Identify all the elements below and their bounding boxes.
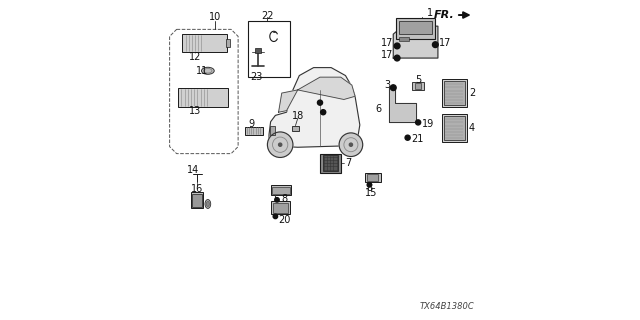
Polygon shape (390, 87, 415, 122)
Text: 12: 12 (189, 52, 202, 62)
Circle shape (394, 43, 400, 49)
Ellipse shape (205, 199, 211, 208)
Circle shape (339, 133, 363, 156)
Text: 18: 18 (292, 111, 304, 121)
Text: 17: 17 (381, 50, 394, 60)
Text: 20: 20 (278, 215, 291, 225)
Polygon shape (298, 77, 355, 100)
Bar (245, 126, 262, 134)
Text: FR.: FR. (434, 10, 454, 20)
Bar (442, 79, 467, 108)
Circle shape (321, 110, 326, 115)
Bar (367, 174, 378, 181)
Bar (191, 193, 204, 208)
Text: 19: 19 (422, 119, 434, 129)
Bar (399, 21, 432, 34)
Polygon shape (269, 68, 360, 147)
Text: 21: 21 (412, 134, 424, 144)
Bar (226, 39, 230, 47)
Bar (271, 201, 290, 214)
Text: 4: 4 (468, 123, 475, 133)
Bar (273, 203, 287, 213)
Bar (178, 88, 228, 108)
Bar (255, 49, 261, 53)
Text: 7: 7 (345, 158, 351, 168)
Bar (192, 194, 202, 206)
Text: 1: 1 (427, 8, 433, 19)
Text: 15: 15 (364, 188, 377, 198)
Circle shape (278, 143, 282, 146)
Text: 17: 17 (381, 38, 394, 48)
Text: 16: 16 (191, 184, 203, 194)
Circle shape (349, 143, 353, 146)
Text: 11: 11 (196, 66, 208, 76)
Circle shape (367, 183, 372, 187)
Text: 3: 3 (384, 80, 390, 90)
Bar (272, 187, 290, 194)
Bar (292, 125, 299, 131)
Text: 9: 9 (249, 119, 255, 129)
Text: 13: 13 (189, 106, 202, 116)
Bar (182, 34, 227, 52)
Bar (399, 37, 408, 41)
Text: 6: 6 (376, 104, 381, 114)
Bar (415, 83, 421, 89)
Bar (442, 114, 467, 142)
Text: 5: 5 (415, 75, 421, 85)
Text: 8: 8 (281, 194, 287, 204)
Text: 2: 2 (468, 88, 475, 98)
Bar (412, 82, 424, 90)
Circle shape (394, 55, 400, 61)
Text: 10: 10 (209, 12, 221, 22)
Text: 22: 22 (261, 11, 274, 21)
Bar (269, 125, 275, 135)
Bar (396, 18, 435, 39)
Bar (444, 116, 465, 140)
Bar (320, 154, 340, 173)
Circle shape (275, 197, 279, 202)
Polygon shape (278, 90, 298, 112)
Circle shape (405, 135, 410, 140)
Bar (323, 155, 339, 171)
Text: 8: 8 (367, 183, 372, 193)
Circle shape (433, 42, 438, 48)
Bar (444, 81, 465, 105)
Bar (271, 186, 291, 195)
Polygon shape (394, 26, 438, 58)
Ellipse shape (202, 67, 214, 74)
Text: 14: 14 (187, 165, 200, 175)
Bar (248, 21, 290, 77)
Circle shape (273, 214, 278, 219)
Circle shape (390, 85, 396, 91)
Bar (365, 173, 381, 182)
Text: 23: 23 (251, 72, 263, 82)
Text: TX64B1380C: TX64B1380C (420, 302, 474, 311)
Circle shape (268, 132, 293, 157)
Text: 17: 17 (439, 38, 451, 48)
Circle shape (317, 100, 323, 105)
Circle shape (415, 120, 420, 125)
Ellipse shape (206, 201, 209, 206)
